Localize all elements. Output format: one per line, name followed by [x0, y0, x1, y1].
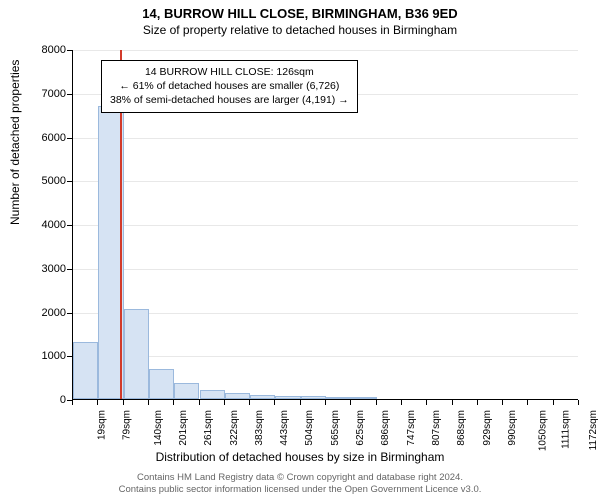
x-tick-label: 79sqm: [122, 410, 133, 440]
x-tick-label: 322sqm: [229, 410, 240, 446]
x-tick-label: 686sqm: [380, 410, 391, 446]
histogram-bar: [326, 397, 351, 399]
x-tick-label: 929sqm: [482, 410, 493, 446]
x-tick-mark: [502, 400, 503, 405]
histogram-bar: [124, 309, 149, 399]
x-tick-mark: [527, 400, 528, 405]
x-tick-mark: [123, 400, 124, 405]
y-tick-label: 0: [60, 394, 66, 406]
x-tick-label: 868sqm: [456, 410, 467, 446]
x-tick-mark: [553, 400, 554, 405]
x-tick-label: 990sqm: [507, 410, 518, 446]
x-tick-mark: [426, 400, 427, 405]
plot-area: 14 BURROW HILL CLOSE: 126sqm← 61% of det…: [72, 50, 578, 400]
x-tick-mark: [72, 400, 73, 405]
gridline: [73, 181, 578, 182]
annotation-line: ← 61% of detached houses are smaller (6,…: [110, 79, 349, 93]
x-tick-mark: [249, 400, 250, 405]
x-tick-label: 807sqm: [431, 410, 442, 446]
histogram-bar: [200, 390, 225, 399]
x-tick-label: 140sqm: [153, 410, 164, 446]
x-tick-label: 261sqm: [203, 410, 214, 446]
x-tick-label: 1111sqm: [561, 410, 572, 449]
x-tick-label: 19sqm: [97, 410, 108, 440]
histogram-bar: [149, 369, 174, 399]
gridline: [73, 225, 578, 226]
histogram-bar: [250, 395, 275, 399]
chart-container: 14, BURROW HILL CLOSE, BIRMINGHAM, B36 9…: [0, 0, 600, 500]
x-tick-mark: [173, 400, 174, 405]
x-tick-mark: [148, 400, 149, 405]
footer: Contains HM Land Registry data © Crown c…: [0, 472, 600, 496]
x-tick-mark: [274, 400, 275, 405]
annotation-box: 14 BURROW HILL CLOSE: 126sqm← 61% of det…: [101, 60, 358, 113]
y-tick-label: 2000: [42, 307, 66, 319]
x-tick-mark: [325, 400, 326, 405]
x-tick-mark: [452, 400, 453, 405]
y-tick-label: 7000: [42, 88, 66, 100]
y-tick-label: 1000: [42, 350, 66, 362]
x-tick-label: 625sqm: [355, 410, 366, 446]
x-tick-label: 443sqm: [279, 410, 290, 446]
x-tick-label: 747sqm: [406, 410, 417, 446]
x-tick-label: 565sqm: [330, 410, 341, 446]
x-tick-mark: [199, 400, 200, 405]
x-tick-mark: [578, 400, 579, 405]
footer-line-1: Contains HM Land Registry data © Crown c…: [0, 472, 600, 484]
chart-title: 14, BURROW HILL CLOSE, BIRMINGHAM, B36 9…: [0, 6, 600, 21]
histogram-bar: [73, 342, 98, 399]
x-tick-mark: [350, 400, 351, 405]
y-tick-label: 6000: [42, 132, 66, 144]
y-tick-label: 4000: [42, 219, 66, 231]
x-tick-mark: [477, 400, 478, 405]
x-tick-label: 1172sqm: [588, 410, 599, 450]
x-tick-mark: [300, 400, 301, 405]
y-tick-label: 3000: [42, 263, 66, 275]
x-tick-label: 383sqm: [254, 410, 265, 446]
histogram-bar: [351, 397, 376, 399]
gridline: [73, 50, 578, 51]
gridline: [73, 138, 578, 139]
x-axis-label: Distribution of detached houses by size …: [0, 450, 600, 464]
x-tick-label: 1050sqm: [538, 410, 549, 451]
histogram-bar: [174, 383, 199, 399]
x-tick-mark: [97, 400, 98, 405]
gridline: [73, 269, 578, 270]
x-tick-mark: [224, 400, 225, 405]
histogram-bar: [275, 396, 300, 399]
y-tick-label: 5000: [42, 175, 66, 187]
y-ticks: 010002000300040005000600070008000: [0, 50, 72, 400]
y-tick-label: 8000: [42, 44, 66, 56]
chart-subtitle: Size of property relative to detached ho…: [0, 23, 600, 37]
title-block: 14, BURROW HILL CLOSE, BIRMINGHAM, B36 9…: [0, 6, 600, 37]
x-tick-mark: [376, 400, 377, 405]
histogram-bar: [225, 393, 250, 399]
annotation-line: 38% of semi-detached houses are larger (…: [110, 93, 349, 107]
annotation-line: 14 BURROW HILL CLOSE: 126sqm: [110, 65, 349, 79]
histogram-bar: [301, 396, 326, 399]
footer-line-2: Contains public sector information licen…: [0, 484, 600, 496]
x-tick-mark: [401, 400, 402, 405]
x-tick-label: 201sqm: [178, 410, 189, 446]
x-tick-label: 504sqm: [304, 410, 315, 446]
